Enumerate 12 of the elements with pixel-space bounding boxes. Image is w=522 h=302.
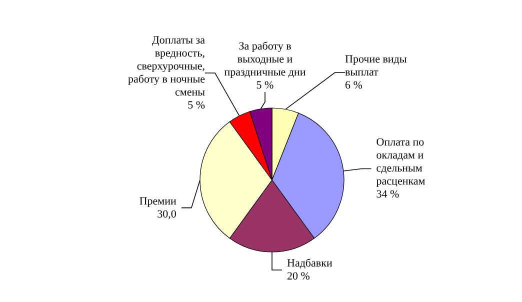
- slice-label: Доплаты за вредность, сверхурочные, работу в ночные смены: [128, 34, 206, 98]
- data-label: 34 %: [376, 188, 400, 201]
- data-label: 5 %: [256, 80, 274, 92]
- data-label: 6 %: [345, 80, 362, 92]
- slice-label: Премии: [139, 195, 177, 208]
- data-label: 20 %: [287, 270, 310, 282]
- slice-label: За работу в выходные и праздничные дни: [224, 40, 306, 78]
- data-label: 30,0: [157, 208, 177, 220]
- data-label: 5 %: [188, 100, 205, 112]
- slice-label: Прочие виды выплат: [345, 54, 408, 78]
- slice-label: Надбавки: [287, 258, 332, 270]
- slice-label: Оплата по окладам и сдельным расценкам: [376, 136, 426, 188]
